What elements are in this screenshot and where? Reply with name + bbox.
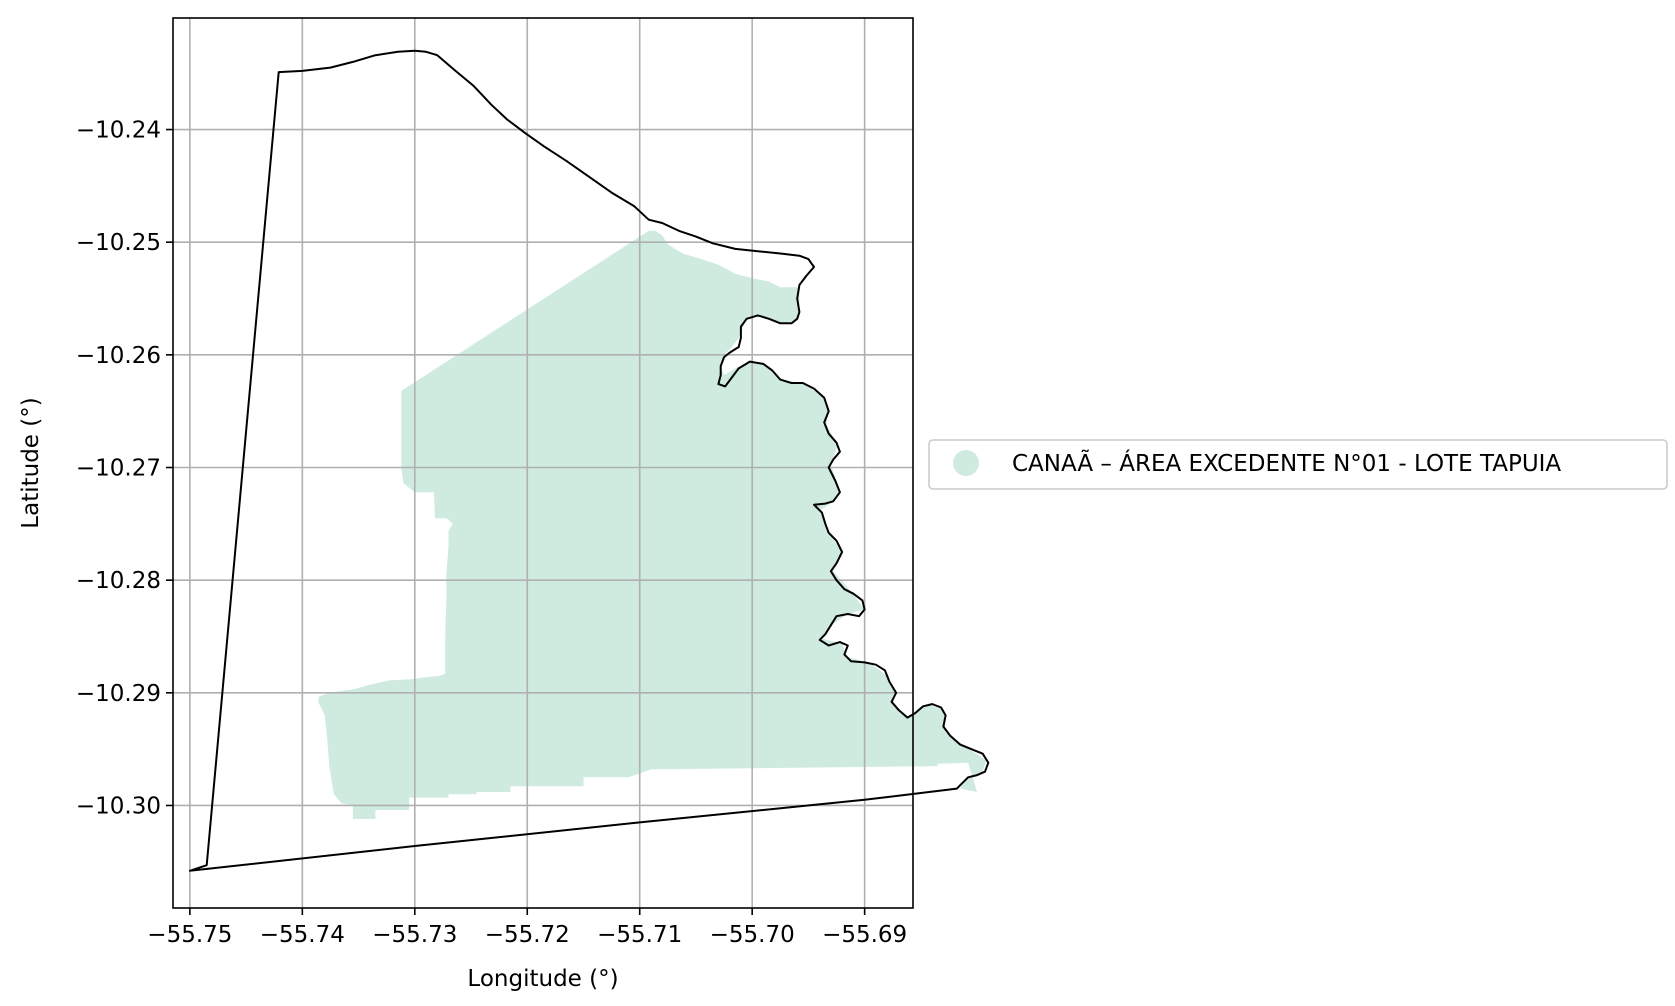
y-tick-label: −10.29 — [76, 681, 161, 707]
legend: CANAÃ – ÁREA EXCEDENTE N°01 - LOTE TAPUI… — [928, 439, 1668, 490]
x-tick-label: −55.75 — [147, 922, 232, 948]
y-tick-label: −10.27 — [76, 456, 161, 482]
x-tick-label: −55.73 — [372, 922, 457, 948]
grid-layer — [173, 18, 913, 908]
property-boundary-outline — [188, 49, 990, 872]
y-tick-label: −10.26 — [76, 343, 161, 369]
y-tick-label: −10.25 — [76, 230, 161, 256]
y-tick-label: −10.30 — [76, 793, 161, 819]
boundary-outline-layer — [188, 49, 990, 872]
x-tick-label: −55.74 — [260, 922, 345, 948]
x-tick-label: −55.71 — [597, 922, 682, 948]
area-fill-layer — [318, 230, 987, 819]
y-axis-ticks: −10.24 −10.25 −10.26 −10.27 −10.28 −10.29 −10.… — [76, 118, 173, 819]
legend-entry-label: CANAÃ – ÁREA EXCEDENTE N°01 - LOTE TAPUI… — [1012, 449, 1561, 477]
axes-frame — [172, 17, 914, 909]
y-tick-label: −10.24 — [76, 118, 161, 144]
x-axis-ticks: −55.75 −55.74 −55.73 −55.72 −55.71 −55.70 −55.… — [147, 908, 907, 948]
lote-tapuia-area — [318, 230, 987, 819]
y-tick-label: −10.28 — [76, 568, 161, 594]
plot-area — [172, 17, 990, 909]
y-axis-label: Latitude (°) — [18, 397, 44, 528]
x-axis-label: Longitude (°) — [467, 966, 618, 992]
x-tick-label: −55.72 — [485, 922, 570, 948]
x-tick-label: −55.69 — [822, 922, 907, 948]
x-tick-label: −55.70 — [710, 922, 795, 948]
legend-marker-icon — [953, 450, 979, 476]
legend-box — [928, 439, 1668, 490]
